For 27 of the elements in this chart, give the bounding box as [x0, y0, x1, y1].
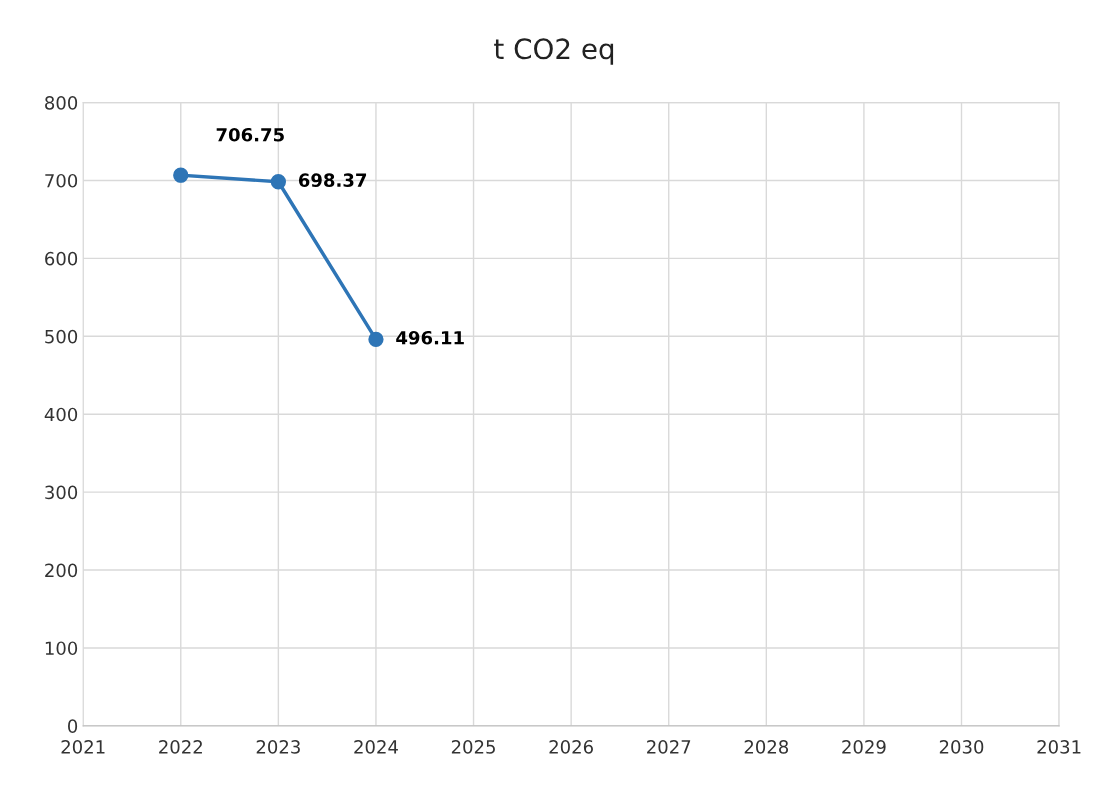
chart-title: t CO2 eq [494, 38, 614, 65]
point [368, 331, 384, 347]
data-label: 698.37 [298, 173, 367, 187]
x-tick-label: 2027 [647, 740, 691, 754]
point [270, 174, 286, 190]
y-tick-label: 300 [45, 485, 78, 500]
x-tick-label: 2026 [549, 740, 593, 754]
y-tick-label: 800 [45, 96, 78, 110]
y-tick-label: 400 [44, 407, 78, 422]
x-tick-label: 2024 [354, 740, 398, 754]
data-label: 706.75 [216, 127, 284, 142]
y-tick-label: 500 [45, 329, 78, 344]
y-tick-label: 100 [45, 641, 78, 656]
data-label: 496.11 [396, 330, 464, 345]
y-tick-label: 200 [45, 563, 78, 578]
x-tick-label: 2021 [61, 740, 105, 754]
x-tick-label: 2022 [159, 740, 202, 754]
y-tick-label: 600 [45, 251, 78, 266]
y-tick-label: 0 [68, 719, 78, 733]
point [173, 167, 189, 183]
x-tick-label: 2029 [842, 740, 886, 754]
x-tick-label: 2028 [744, 740, 789, 754]
x-tick-label: 2023 [256, 740, 300, 754]
x-tick-label: 2025 [451, 740, 495, 754]
x-tick-label: 2031 [1037, 740, 1081, 754]
y-tick-label: 700 [45, 173, 78, 188]
x-tick-label: 2030 [939, 740, 984, 754]
